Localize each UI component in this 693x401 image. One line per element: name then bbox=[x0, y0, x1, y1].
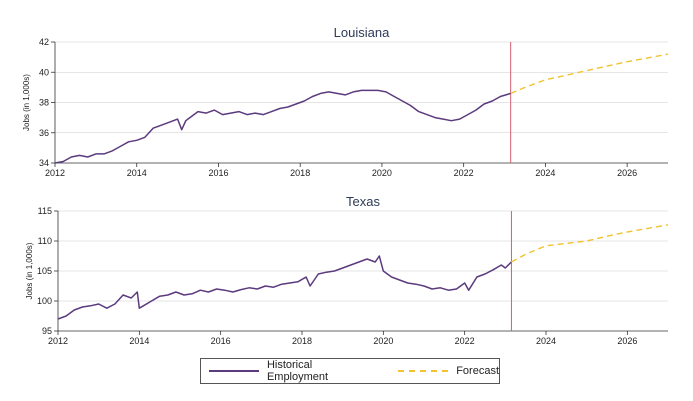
legend-label-forecast: Forecast bbox=[456, 365, 499, 377]
panel-0-xtick-label: 2016 bbox=[208, 168, 228, 178]
legend-item-forecast: Forecast bbox=[398, 365, 499, 377]
panel-1-forecast-line bbox=[511, 224, 669, 263]
panel-1-xtick-label: 2014 bbox=[129, 336, 149, 346]
panel-0-ytick-label: 34 bbox=[39, 158, 49, 168]
panel-1-ytick-label: 95 bbox=[42, 326, 52, 336]
panel-0-ytick-label: 38 bbox=[39, 98, 49, 108]
panel-0-xtick-label: 2024 bbox=[535, 168, 555, 178]
legend-label-historical: Historical Employment bbox=[266, 359, 329, 383]
panel-1-xtick-label: 2022 bbox=[455, 336, 475, 346]
panel-0-xtick-label: 2012 bbox=[45, 168, 65, 178]
legend-swatch-forecast bbox=[398, 370, 449, 372]
panel-0-xtick-label: 2014 bbox=[127, 168, 147, 178]
panel-1-ytick-label: 105 bbox=[37, 266, 52, 276]
panel-1-title: Texas bbox=[346, 194, 380, 209]
legend-item-historical: Historical Employment bbox=[209, 359, 376, 383]
panel-0-ytick-label: 42 bbox=[39, 37, 49, 47]
panel-1-ytick-label: 110 bbox=[38, 236, 52, 246]
panel-0-xtick-label: 2026 bbox=[617, 168, 637, 178]
panel-0-title: Louisiana bbox=[334, 25, 390, 40]
panel-0-ytick-label: 36 bbox=[39, 128, 49, 138]
panel-0-xtick-label: 2018 bbox=[290, 168, 310, 178]
legend: Historical Employment Forecast bbox=[200, 358, 500, 384]
panel-1-ylabel: Jobs (in 1,000s) bbox=[25, 242, 34, 299]
panel-1-historical-line bbox=[57, 255, 512, 320]
panel-1-xtick-label: 2020 bbox=[373, 336, 393, 346]
panel-0-xtick-label: 2020 bbox=[372, 168, 392, 178]
panel-0-historical-line bbox=[54, 89, 511, 164]
panel-1-ytick-label: 100 bbox=[37, 296, 52, 306]
panel-1-ytick-label: 115 bbox=[38, 206, 52, 216]
panel-1-xtick-label: 2018 bbox=[292, 336, 312, 346]
legend-swatch-historical bbox=[209, 370, 259, 372]
panel-1-xtick-label: 2026 bbox=[617, 336, 637, 346]
panel-1-xtick-label: 2012 bbox=[48, 336, 68, 346]
panel-0-ylabel: Jobs (in 1,000s) bbox=[22, 74, 31, 131]
panel-1-xtick-label: 2024 bbox=[536, 336, 556, 346]
panel-0-forecast-line bbox=[510, 53, 669, 95]
panel-0-ytick-label: 40 bbox=[39, 67, 49, 77]
panel-0-xtick-label: 2022 bbox=[454, 168, 474, 178]
panel-1-xtick-label: 2016 bbox=[211, 336, 231, 346]
